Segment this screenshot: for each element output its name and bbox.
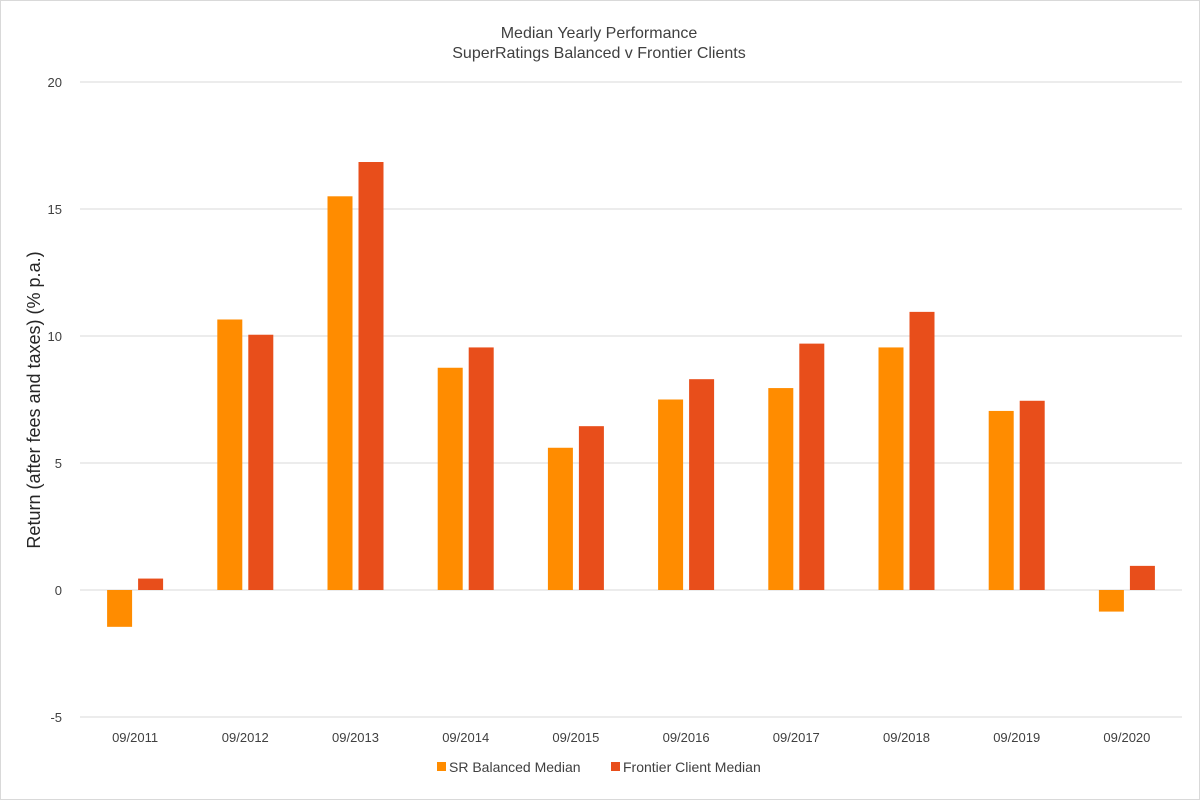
bar-sr-balanced xyxy=(327,196,353,591)
bar-frontier-client xyxy=(909,311,935,590)
x-tick-label: 09/2012 xyxy=(222,730,269,745)
bar-sr-balanced xyxy=(988,410,1014,590)
y-tick-labels: -5 0 5 10 15 20 xyxy=(48,75,62,725)
x-tick-label: 09/2020 xyxy=(1103,730,1150,745)
x-tick-label: 09/2016 xyxy=(663,730,710,745)
bar-frontier-client xyxy=(578,426,604,590)
bar-sr-balanced xyxy=(768,388,794,590)
y-axis-label: Return (after fees and taxes) (% p.a.) xyxy=(24,251,44,548)
x-tick-label: 09/2014 xyxy=(442,730,489,745)
gridlines xyxy=(80,81,1182,718)
bar-frontier-client xyxy=(1129,565,1155,590)
bar-sr-balanced xyxy=(217,319,243,590)
bar-sr-balanced xyxy=(437,367,463,590)
bar-sr-balanced xyxy=(547,447,573,590)
legend-swatch xyxy=(437,762,446,771)
y-tick-label: 20 xyxy=(48,75,62,90)
x-tick-labels: 09/2011 09/2012 09/2013 09/2014 09/2015 09/20… xyxy=(112,730,1150,745)
bar-frontier-client xyxy=(468,347,494,590)
legend-label: SR Balanced Median xyxy=(449,759,581,775)
bar-frontier-client xyxy=(799,343,825,590)
x-tick-label: 09/2015 xyxy=(552,730,599,745)
bar-sr-balanced xyxy=(658,399,684,590)
legend-swatch xyxy=(611,762,620,771)
bar-frontier-client xyxy=(248,334,274,590)
bar-sr-balanced xyxy=(1098,590,1124,612)
bar-frontier-client xyxy=(1019,400,1045,590)
legend: SR Balanced Median Frontier Client Median xyxy=(437,759,761,775)
chart-title: Median Yearly Performance xyxy=(501,25,698,42)
bars xyxy=(107,162,1155,627)
y-tick-label: 10 xyxy=(48,329,62,344)
y-tick-label: -5 xyxy=(50,710,62,725)
y-tick-label: 15 xyxy=(48,202,62,217)
y-tick-label: 5 xyxy=(55,456,62,471)
x-tick-label: 09/2019 xyxy=(993,730,1040,745)
bar-frontier-client xyxy=(689,379,715,590)
chart-subtitle: SuperRatings Balanced v Frontier Clients xyxy=(452,45,745,62)
bar-frontier-client xyxy=(358,162,384,590)
bar-sr-balanced xyxy=(878,347,904,590)
bar-frontier-client xyxy=(138,578,164,590)
y-tick-label: 0 xyxy=(55,583,62,598)
legend-label: Frontier Client Median xyxy=(623,759,761,775)
x-tick-label: 09/2017 xyxy=(773,730,820,745)
bar-sr-balanced xyxy=(107,590,133,627)
x-tick-label: 09/2018 xyxy=(883,730,930,745)
x-tick-label: 09/2011 xyxy=(112,730,158,745)
x-tick-label: 09/2013 xyxy=(332,730,379,745)
